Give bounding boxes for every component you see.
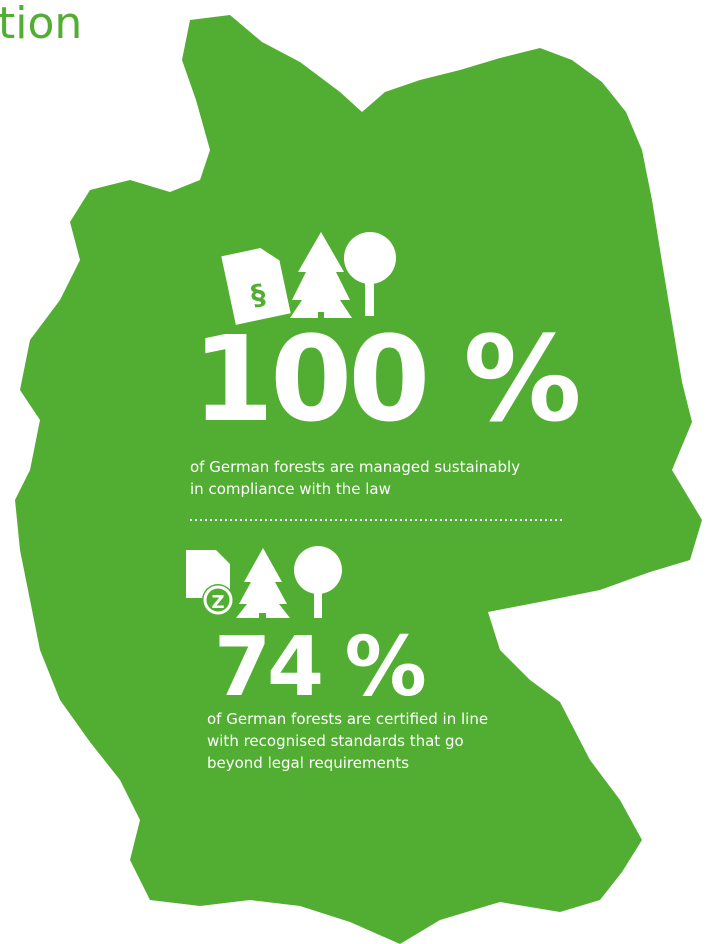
stat-text: in compliance with the law: [190, 480, 391, 498]
germany-map: [15, 15, 702, 944]
stat-text: beyond legal requirements: [207, 754, 409, 772]
certified-icons: Z: [186, 546, 342, 618]
stat-text: of German forests are managed sustainabl…: [190, 458, 520, 476]
certificate-symbol: Z: [211, 592, 224, 613]
paragraph-symbol: §: [248, 277, 269, 312]
title: tion: [0, 0, 82, 49]
law-icons: §: [221, 232, 396, 325]
stat-text: of German forests are certified in line: [207, 710, 488, 728]
stat-value: 100 %: [192, 310, 578, 448]
stat-text: with recognised standards that go: [207, 732, 464, 750]
stat-value: 74 %: [214, 620, 425, 715]
